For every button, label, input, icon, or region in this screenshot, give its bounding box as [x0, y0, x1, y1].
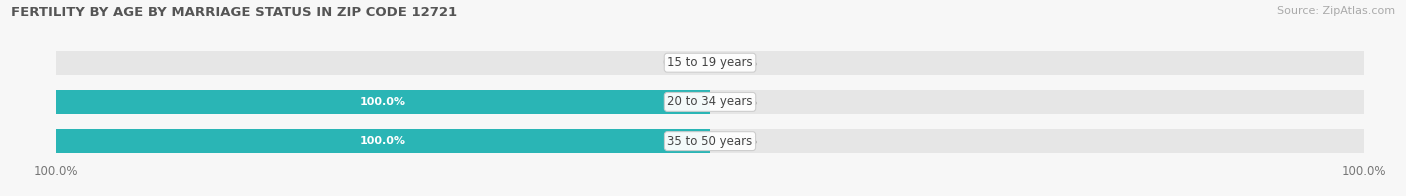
Text: 0.0%: 0.0% [730, 97, 758, 107]
Text: 20 to 34 years: 20 to 34 years [668, 95, 752, 108]
Text: 100.0%: 100.0% [360, 97, 406, 107]
Bar [56, 51, 1364, 75]
Text: 0.0%: 0.0% [662, 58, 690, 68]
Bar [56, 129, 710, 153]
Text: FERTILITY BY AGE BY MARRIAGE STATUS IN ZIP CODE 12721: FERTILITY BY AGE BY MARRIAGE STATUS IN Z… [11, 6, 457, 19]
Text: 15 to 19 years: 15 to 19 years [668, 56, 752, 69]
Bar [56, 129, 1364, 153]
Bar [56, 90, 710, 114]
Text: 100.0%: 100.0% [360, 136, 406, 146]
Bar [56, 90, 1364, 114]
Text: 0.0%: 0.0% [730, 136, 758, 146]
Text: 35 to 50 years: 35 to 50 years [668, 135, 752, 148]
Text: Source: ZipAtlas.com: Source: ZipAtlas.com [1277, 6, 1395, 16]
Text: 0.0%: 0.0% [730, 58, 758, 68]
